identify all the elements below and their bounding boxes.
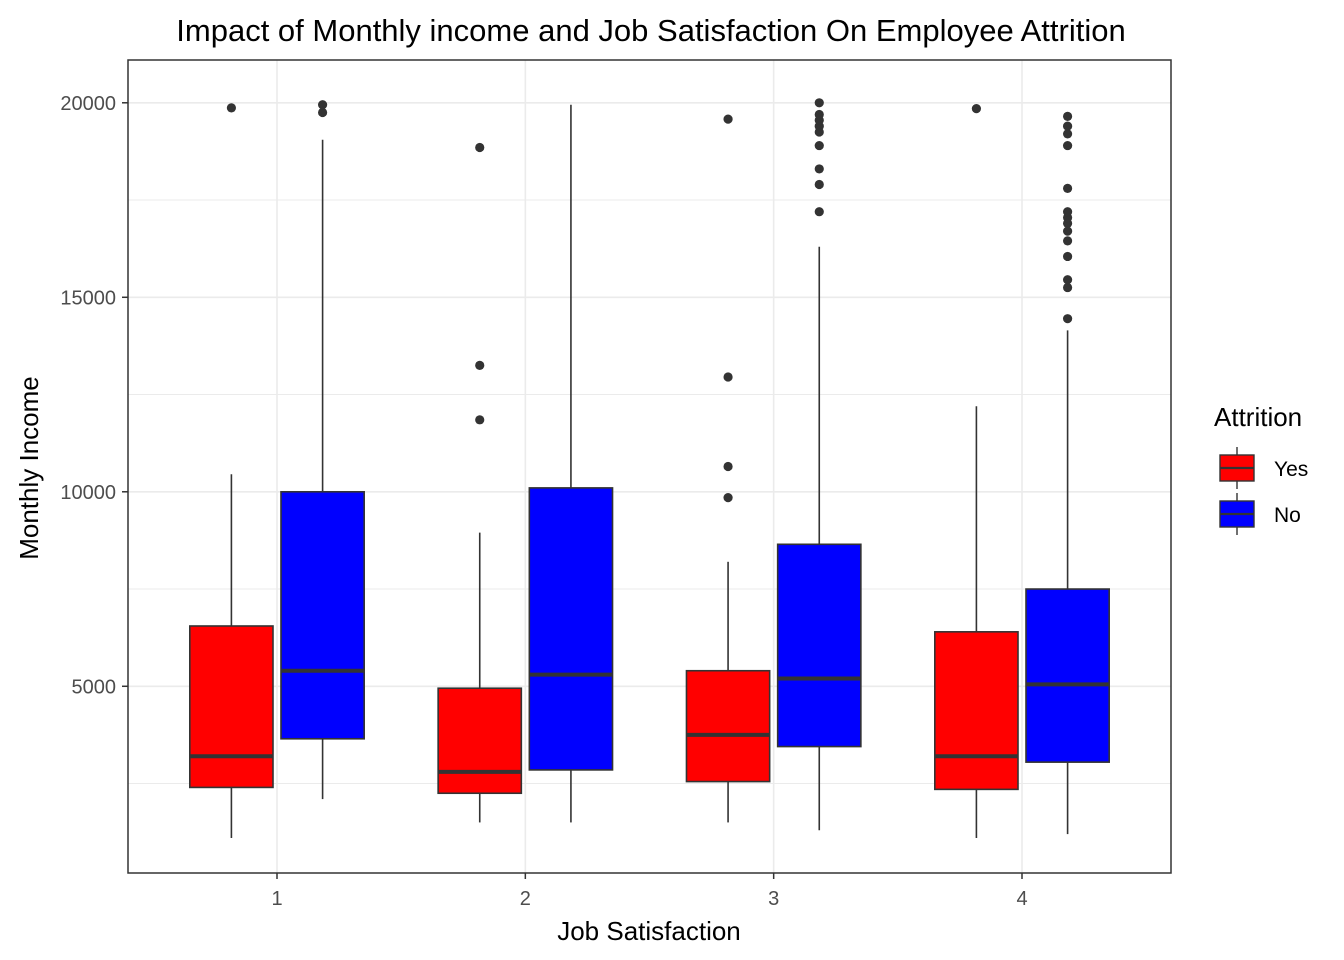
legend-label: No <box>1274 504 1301 527</box>
outlier-point <box>814 179 824 190</box>
outlier-point <box>317 100 328 110</box>
boxplot-yes-1 <box>189 103 274 838</box>
outlier-point <box>814 140 824 151</box>
outlier-point <box>475 415 485 425</box>
x-axis-title: Job Satisfaction <box>557 916 741 946</box>
outlier-point <box>1062 282 1073 293</box>
outlier-point <box>1062 314 1073 324</box>
box <box>528 487 614 771</box>
legend-label: Yes <box>1274 458 1308 481</box>
boxplot-yes-2 <box>437 142 523 823</box>
y-tick-label: 10000 <box>60 482 116 504</box>
boxplots <box>189 98 1110 838</box>
legend: Attrition Yes No <box>1214 402 1308 535</box>
outlier-point <box>1062 111 1073 122</box>
outlier-point <box>1062 275 1073 285</box>
outlier-point <box>814 164 824 174</box>
outlier-point <box>1062 140 1073 151</box>
boxplot-no-4 <box>1025 111 1110 835</box>
outlier-point <box>1062 183 1073 193</box>
y-axis-title: Monthly Income <box>14 376 44 560</box>
box <box>437 687 523 795</box>
outlier-point <box>1062 207 1073 217</box>
legend-item-yes: Yes <box>1219 447 1308 489</box>
chart-title: Impact of Monthly income and Job Satisfa… <box>176 13 1125 48</box>
x-tick-label: 3 <box>768 888 779 910</box>
x-tick-label: 1 <box>271 888 282 910</box>
outlier-point <box>814 207 824 217</box>
box <box>934 631 1019 791</box>
y-tick-label: 20000 <box>60 93 116 115</box>
y-tick-label: 15000 <box>60 287 116 309</box>
outlier-point <box>814 98 824 108</box>
boxplot-yes-4 <box>934 104 1019 838</box>
outlier-point <box>814 109 824 120</box>
boxplot-no-2 <box>528 104 614 823</box>
outlier-point <box>475 360 485 370</box>
outlier-point <box>475 142 485 153</box>
outlier-point <box>1062 251 1073 262</box>
boxplot-yes-3 <box>685 114 771 823</box>
boxplot-no-3 <box>776 98 862 831</box>
legend-title: Attrition <box>1214 402 1302 432</box>
box <box>189 625 274 789</box>
outlier-point <box>723 114 733 124</box>
legend-item-no: No <box>1219 493 1301 535</box>
y-tick-label: 5000 <box>72 676 117 698</box>
panel-border <box>127 59 1172 874</box>
outlier-point <box>1062 129 1073 139</box>
outlier-point <box>317 107 328 118</box>
outlier-point <box>1062 236 1073 246</box>
box <box>280 490 365 740</box>
outlier-point <box>723 493 733 503</box>
axes: 5000 10000 15000 20000 1 2 3 4 <box>60 93 1027 910</box>
outlier-point <box>1062 121 1073 131</box>
outlier-point <box>723 372 733 382</box>
outlier-point <box>723 461 733 472</box>
x-tick-label: 2 <box>520 888 531 910</box>
outlier-point <box>1062 226 1073 236</box>
box <box>685 669 771 783</box>
outlier-point <box>226 103 237 113</box>
box <box>1025 588 1110 763</box>
boxplot-no-1 <box>280 100 365 800</box>
outlier-point <box>971 104 982 114</box>
x-tick-label: 4 <box>1016 888 1027 910</box>
box <box>776 543 862 748</box>
